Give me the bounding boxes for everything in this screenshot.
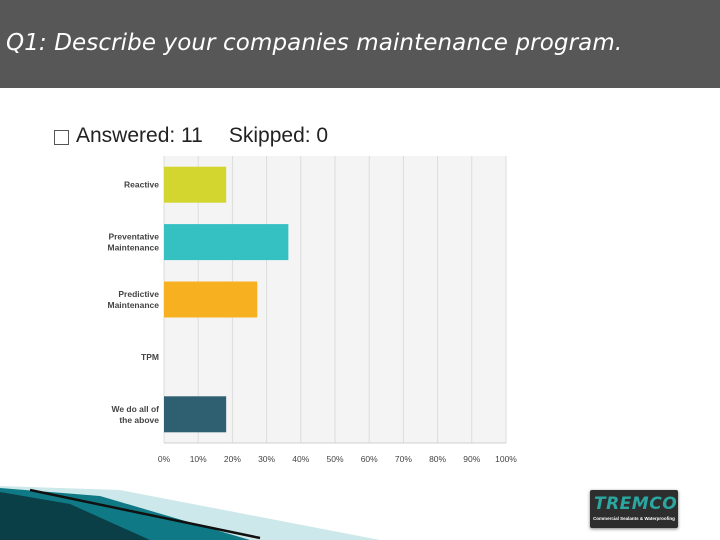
deco-swoosh-line (29, 488, 261, 540)
bar (164, 224, 289, 261)
tremco-logo: TREMCO Commercial Sealants & Waterproofi… (590, 490, 678, 528)
logo-tagline: Commercial Sealants & Waterproofing (593, 516, 675, 521)
x-tick-label: 70% (395, 454, 412, 464)
x-tick-label: 60% (361, 454, 378, 464)
category-label: Predictive (118, 289, 159, 299)
slide-header: Q1: Describe your companies maintenance … (0, 0, 720, 88)
x-tick-label: 90% (463, 454, 480, 464)
x-tick-label: 0% (158, 454, 171, 464)
category-label: Maintenance (108, 243, 160, 253)
slide-title: Q1: Describe your companies maintenance … (6, 30, 623, 56)
category-label: TPM (141, 352, 159, 362)
x-tick-label: 50% (326, 454, 343, 464)
category-label: the above (119, 415, 159, 425)
x-tick-label: 40% (292, 454, 309, 464)
bar (164, 396, 227, 433)
x-tick-label: 30% (258, 454, 275, 464)
checkbox-bullet-icon (54, 129, 69, 145)
answered-count: Answered: 11 (76, 124, 203, 147)
category-label: We do all of (111, 404, 159, 414)
category-label: Preventative (108, 232, 159, 242)
bar (164, 166, 227, 203)
x-tick-label: 10% (190, 454, 207, 464)
category-label: Reactive (124, 180, 159, 190)
response-stats: Answered: 11 Skipped: 0 (54, 124, 328, 148)
x-tick-label: 100% (495, 454, 517, 464)
x-tick-label: 20% (224, 454, 241, 464)
category-label: Maintenance (108, 300, 160, 310)
logo-brand: TREMCO (594, 494, 678, 514)
bar (164, 281, 258, 318)
x-tick-label: 80% (429, 454, 446, 464)
skipped-count: Skipped: 0 (228, 124, 329, 147)
deco-swoosh-dark (0, 492, 150, 540)
